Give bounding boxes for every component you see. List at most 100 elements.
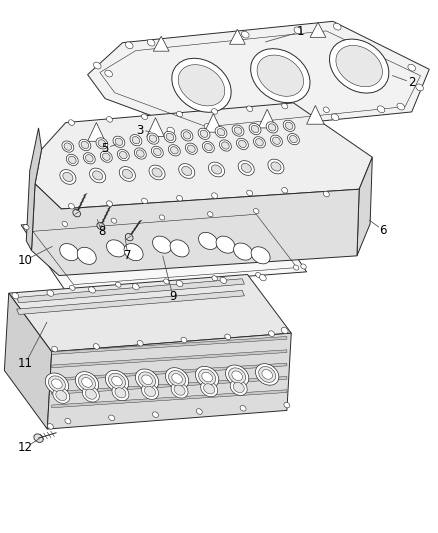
Ellipse shape — [238, 160, 254, 175]
Ellipse shape — [62, 221, 67, 227]
Ellipse shape — [12, 293, 19, 299]
Ellipse shape — [132, 284, 139, 290]
Ellipse shape — [112, 376, 122, 386]
Ellipse shape — [215, 126, 227, 138]
Ellipse shape — [331, 114, 339, 120]
Ellipse shape — [145, 386, 155, 397]
Ellipse shape — [198, 128, 210, 140]
Ellipse shape — [164, 279, 169, 284]
Ellipse shape — [45, 373, 69, 394]
Ellipse shape — [77, 247, 96, 264]
Ellipse shape — [233, 243, 253, 260]
Ellipse shape — [149, 135, 157, 142]
Ellipse shape — [336, 45, 382, 87]
Text: 11: 11 — [18, 357, 33, 370]
Ellipse shape — [113, 136, 125, 148]
Ellipse shape — [259, 367, 276, 382]
Ellipse shape — [198, 232, 218, 249]
Ellipse shape — [106, 201, 113, 206]
Ellipse shape — [81, 377, 92, 387]
Text: 2: 2 — [408, 76, 416, 89]
Polygon shape — [52, 390, 287, 408]
Ellipse shape — [147, 133, 159, 144]
Ellipse shape — [65, 418, 71, 424]
Ellipse shape — [187, 145, 195, 152]
Ellipse shape — [208, 212, 213, 217]
Ellipse shape — [181, 130, 193, 141]
Ellipse shape — [141, 384, 159, 399]
Ellipse shape — [256, 272, 261, 278]
Polygon shape — [153, 36, 169, 51]
Ellipse shape — [52, 346, 58, 352]
Ellipse shape — [93, 344, 99, 349]
Ellipse shape — [237, 138, 248, 150]
Ellipse shape — [83, 152, 95, 164]
Ellipse shape — [47, 424, 53, 429]
Ellipse shape — [97, 222, 105, 230]
Ellipse shape — [62, 141, 74, 152]
Ellipse shape — [204, 124, 212, 130]
Ellipse shape — [222, 142, 229, 149]
Ellipse shape — [135, 369, 159, 391]
Ellipse shape — [153, 148, 161, 156]
Ellipse shape — [282, 188, 288, 193]
Polygon shape — [47, 333, 291, 429]
Ellipse shape — [152, 412, 159, 417]
Ellipse shape — [47, 290, 54, 296]
Ellipse shape — [178, 64, 225, 106]
Ellipse shape — [196, 409, 202, 414]
Ellipse shape — [377, 106, 385, 112]
Ellipse shape — [408, 64, 416, 71]
Ellipse shape — [166, 133, 174, 141]
Ellipse shape — [24, 224, 29, 230]
Ellipse shape — [266, 122, 278, 133]
Ellipse shape — [172, 58, 231, 112]
Ellipse shape — [172, 374, 182, 383]
Polygon shape — [52, 376, 287, 394]
Ellipse shape — [60, 169, 76, 184]
Ellipse shape — [241, 31, 249, 38]
Ellipse shape — [125, 42, 133, 49]
Ellipse shape — [68, 204, 74, 209]
Ellipse shape — [183, 132, 191, 139]
Ellipse shape — [268, 124, 276, 131]
Ellipse shape — [205, 143, 212, 151]
Ellipse shape — [282, 103, 288, 109]
Ellipse shape — [167, 127, 175, 134]
Ellipse shape — [164, 131, 176, 143]
Ellipse shape — [152, 168, 162, 177]
Ellipse shape — [272, 137, 280, 144]
Ellipse shape — [141, 198, 148, 204]
Ellipse shape — [85, 155, 93, 162]
Polygon shape — [17, 290, 244, 314]
Ellipse shape — [216, 236, 235, 253]
Ellipse shape — [251, 247, 270, 264]
Ellipse shape — [60, 244, 79, 261]
Ellipse shape — [232, 371, 243, 381]
Ellipse shape — [93, 62, 101, 69]
Ellipse shape — [179, 164, 195, 179]
Ellipse shape — [89, 168, 106, 183]
Ellipse shape — [152, 146, 163, 158]
Ellipse shape — [109, 415, 115, 421]
Ellipse shape — [122, 169, 132, 179]
Ellipse shape — [290, 135, 297, 143]
Ellipse shape — [271, 135, 283, 147]
Ellipse shape — [79, 139, 91, 151]
Ellipse shape — [149, 165, 165, 180]
Ellipse shape — [134, 148, 146, 159]
Ellipse shape — [137, 341, 143, 346]
Ellipse shape — [159, 215, 165, 220]
Ellipse shape — [117, 149, 129, 161]
Ellipse shape — [271, 162, 281, 171]
Ellipse shape — [75, 372, 99, 393]
Ellipse shape — [68, 156, 76, 164]
Ellipse shape — [287, 133, 300, 145]
Ellipse shape — [96, 138, 108, 149]
Polygon shape — [9, 274, 291, 352]
Ellipse shape — [168, 144, 180, 156]
Ellipse shape — [198, 369, 215, 385]
Ellipse shape — [169, 370, 186, 386]
Ellipse shape — [416, 84, 424, 91]
Polygon shape — [147, 118, 164, 136]
